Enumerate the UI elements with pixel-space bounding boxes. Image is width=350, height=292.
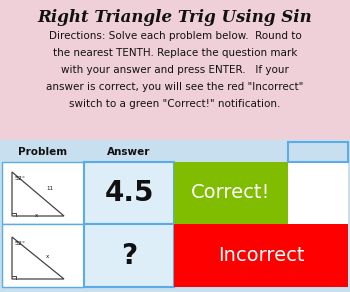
FancyBboxPatch shape <box>174 162 288 224</box>
FancyBboxPatch shape <box>2 162 84 224</box>
FancyBboxPatch shape <box>174 224 348 287</box>
Text: x: x <box>35 213 38 218</box>
Text: x: x <box>46 254 49 259</box>
Text: answer is correct, you will see the red "Incorrect": answer is correct, you will see the red … <box>46 82 304 92</box>
Text: Problem: Problem <box>19 147 68 157</box>
Text: ?: ? <box>121 241 137 270</box>
Text: with your answer and press ENTER.   If your: with your answer and press ENTER. If you… <box>61 65 289 75</box>
Text: 4.5: 4.5 <box>104 179 154 207</box>
Text: Answer: Answer <box>107 147 151 157</box>
Text: switch to a green "Correct!" notification.: switch to a green "Correct!" notificatio… <box>69 99 281 109</box>
FancyBboxPatch shape <box>0 0 350 140</box>
Text: 52°: 52° <box>15 241 26 246</box>
Text: Directions: Solve each problem below.  Round to: Directions: Solve each problem below. Ro… <box>49 31 301 41</box>
FancyBboxPatch shape <box>288 142 348 162</box>
FancyBboxPatch shape <box>84 162 174 224</box>
FancyBboxPatch shape <box>288 162 348 224</box>
Text: Incorrect: Incorrect <box>218 246 304 265</box>
Text: the nearest TENTH. Replace the question mark: the nearest TENTH. Replace the question … <box>53 48 297 58</box>
FancyBboxPatch shape <box>2 224 84 287</box>
Text: Right Triangle Trig Using Sin: Right Triangle Trig Using Sin <box>38 8 312 25</box>
Text: Correct!: Correct! <box>191 183 271 202</box>
FancyBboxPatch shape <box>84 224 174 287</box>
Text: 52°: 52° <box>15 176 26 181</box>
Text: 11: 11 <box>46 186 53 191</box>
